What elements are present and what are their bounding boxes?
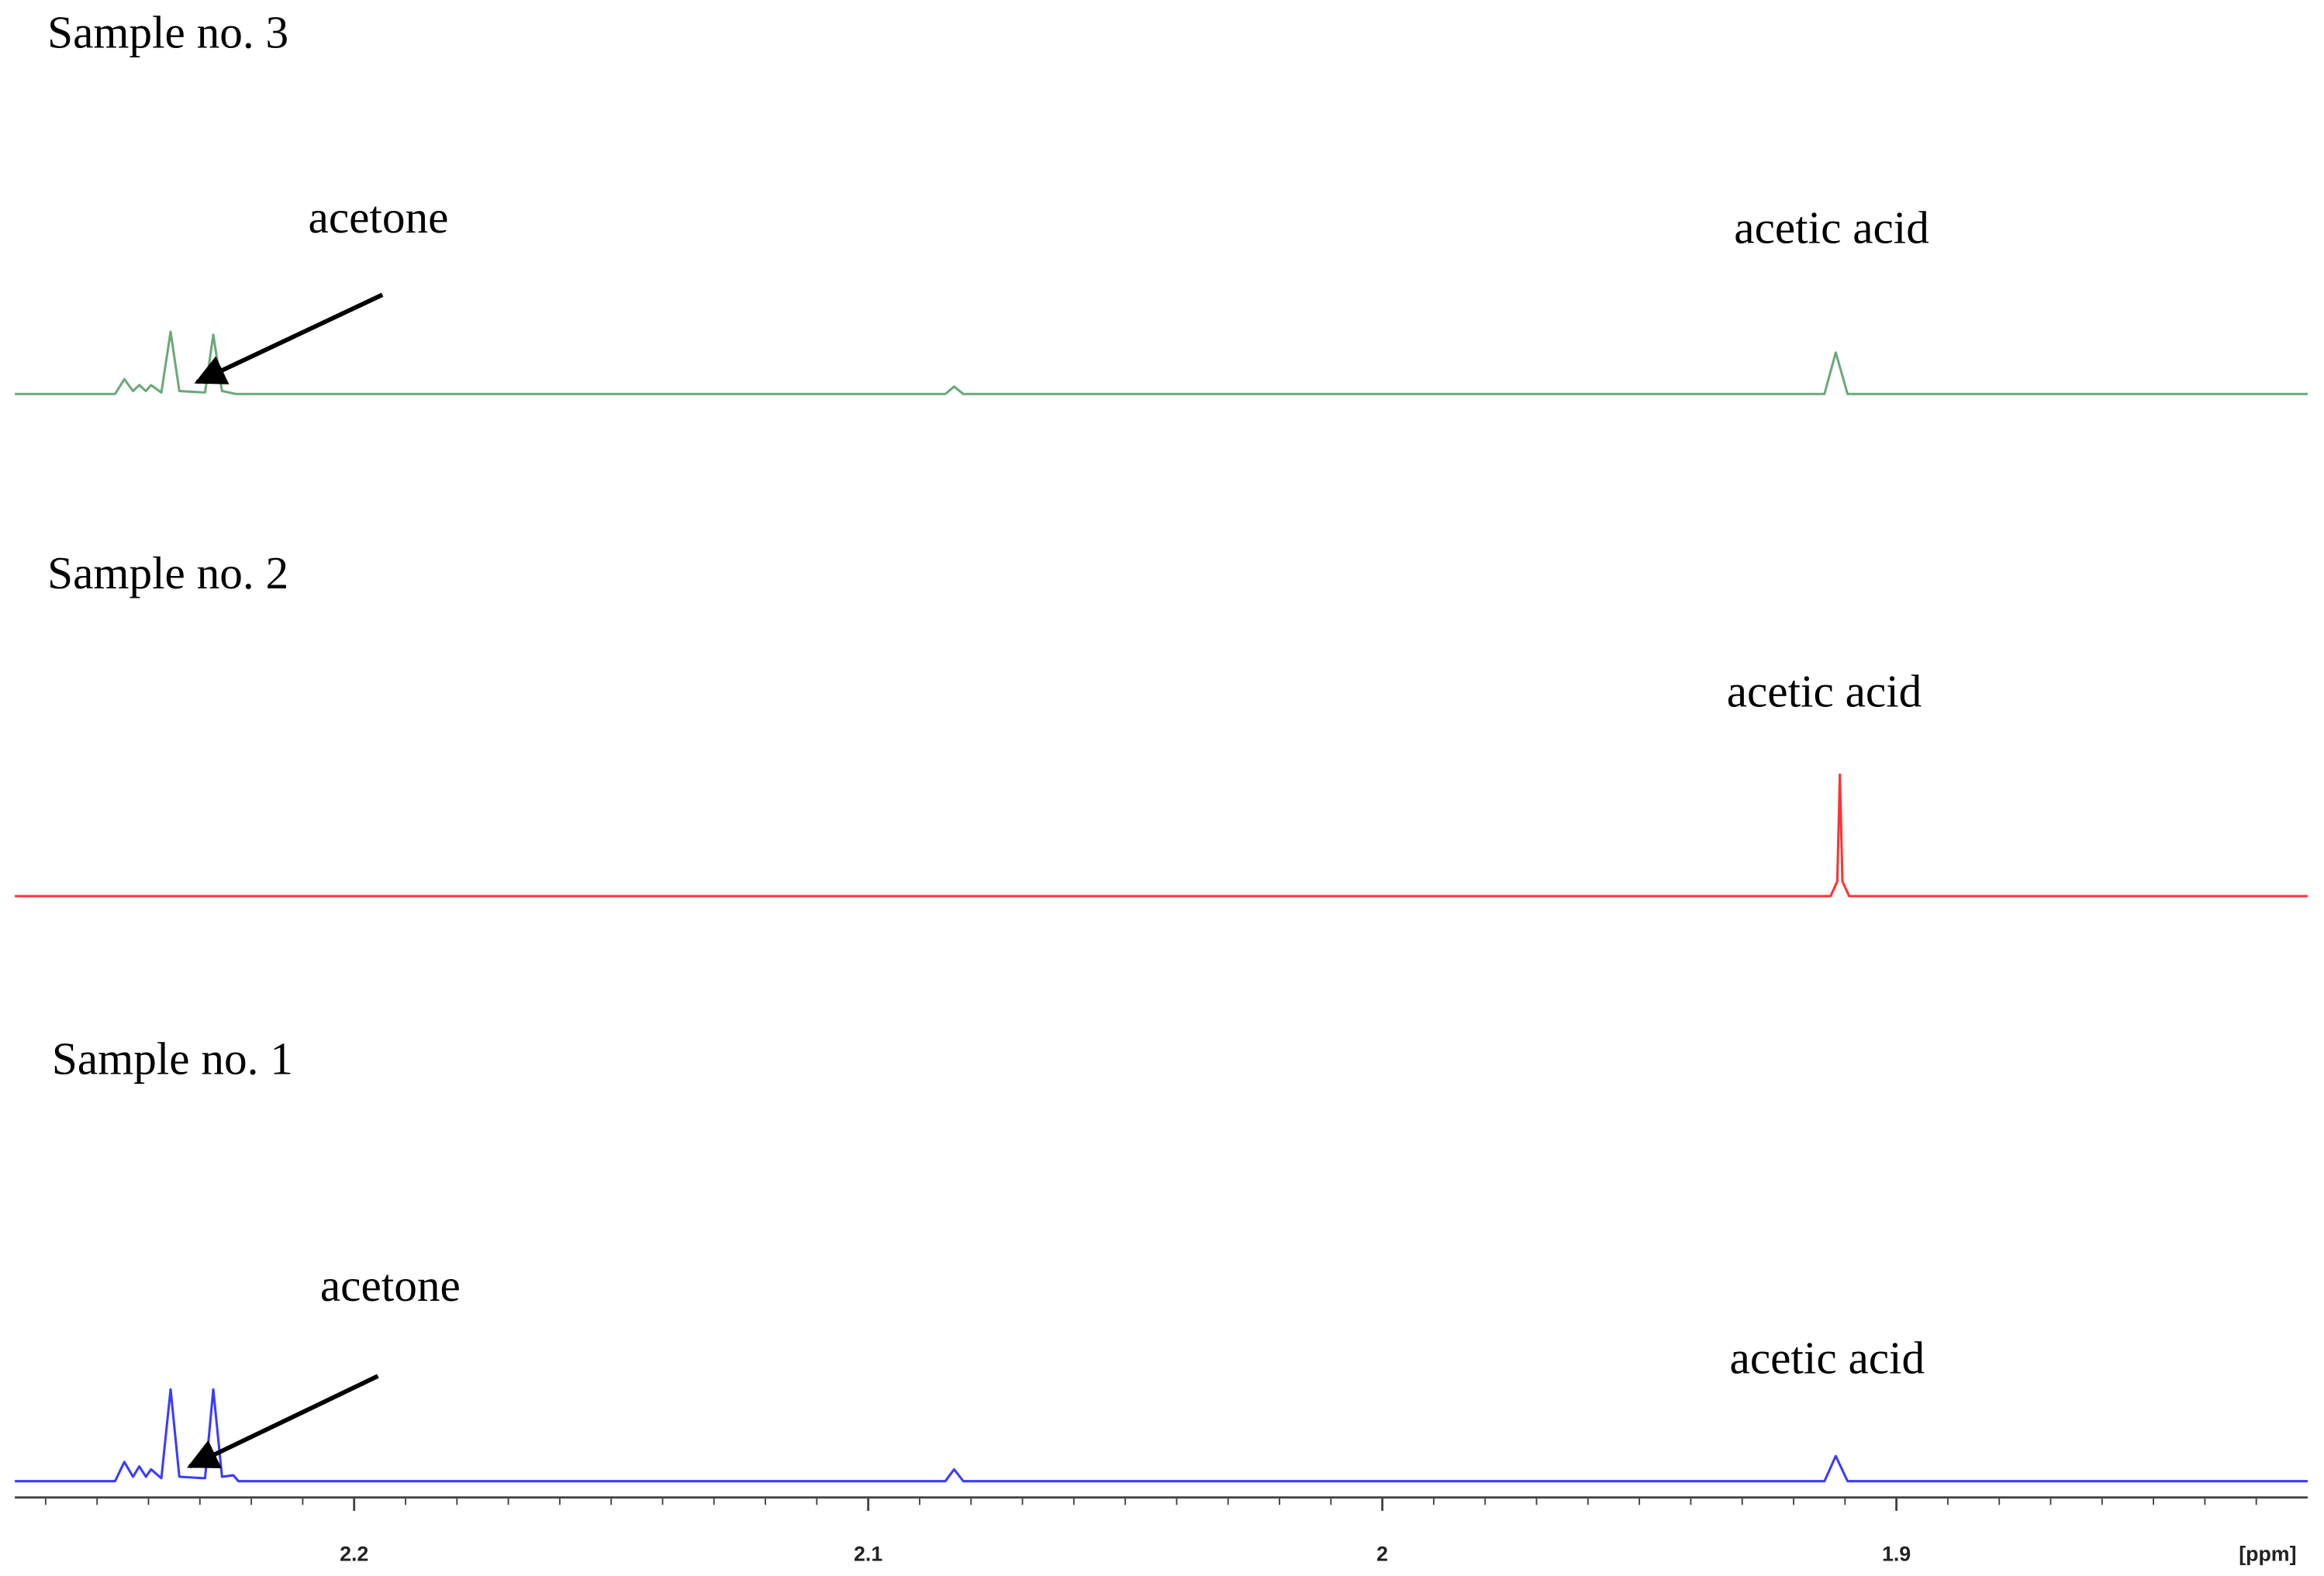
spectrum-line (15, 773, 2308, 898)
spectrum-line (15, 330, 2308, 395)
arrow (194, 292, 384, 385)
annotation: acetone (320, 1260, 461, 1311)
x-tick-label: 1.9 (1882, 1542, 1911, 1565)
arrow (187, 1374, 379, 1469)
series-name: Sample no. 1 (52, 1033, 293, 1084)
x-tick-label: 2.1 (854, 1542, 882, 1565)
annotation: acetic acid (1734, 202, 1929, 253)
annotation: acetone (309, 191, 449, 243)
x-tick-label: 2 (1376, 1542, 1388, 1565)
annotation: acetic acid (1727, 666, 1922, 717)
series-name: Sample no. 3 (47, 6, 288, 57)
x-tick-label: 2.2 (340, 1542, 368, 1565)
x-axis-label: [ppm] (2239, 1542, 2296, 1565)
series-name: Sample no. 2 (47, 547, 288, 598)
annotation: acetic acid (1730, 1332, 1925, 1383)
spectrum-line (15, 1388, 2308, 1483)
